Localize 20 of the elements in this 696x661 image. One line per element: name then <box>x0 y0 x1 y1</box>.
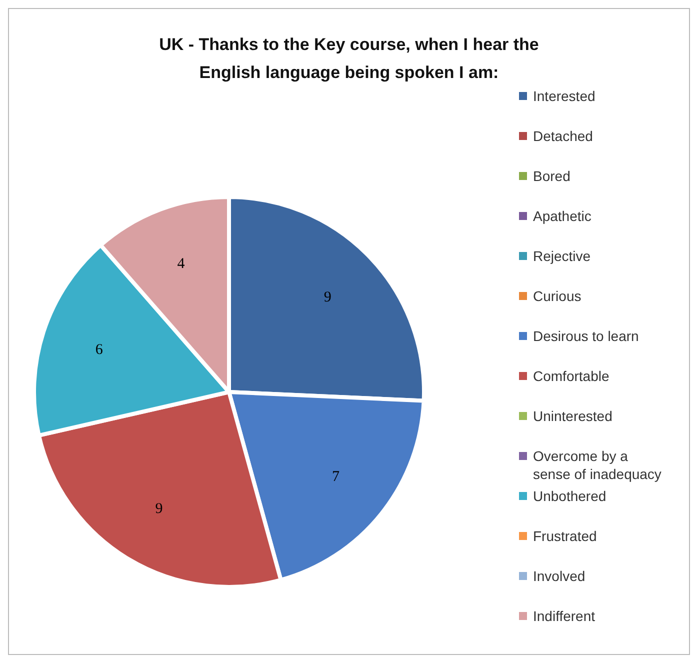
legend-label: Bored <box>533 167 570 185</box>
legend-label: Apathetic <box>533 207 592 225</box>
legend-label: Comfortable <box>533 367 610 385</box>
legend-label: Uninterested <box>533 407 612 425</box>
legend-label: Desirous to learn <box>533 327 639 345</box>
data-label: 9 <box>155 501 163 518</box>
data-label: 6 <box>95 342 104 358</box>
legend-label: Interested <box>533 87 596 105</box>
legend-label: Overcome by a sense of inadequacy <box>533 447 662 483</box>
legend-label: Unbothered <box>533 487 606 505</box>
legend-label: Curious <box>533 287 582 305</box>
legend-label: Frustrated <box>533 527 597 545</box>
data-label: 4 <box>177 256 186 272</box>
chart-title: UK - Thanks to the Key course, when I hear the English language being spoken I am: <box>158 34 540 84</box>
legend-label: Rejective <box>533 247 591 265</box>
data-label: 7 <box>332 469 340 486</box>
legend-label: Detached <box>533 127 593 145</box>
legend-label: Involved <box>533 567 586 585</box>
legend-label: Indifferent <box>533 607 596 625</box>
data-label: 9 <box>324 290 332 306</box>
